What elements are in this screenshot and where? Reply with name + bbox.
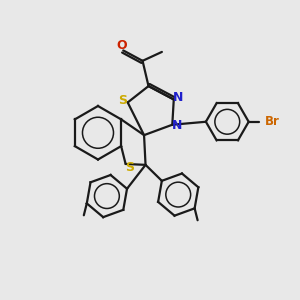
Text: N: N (172, 91, 183, 103)
Text: Br: Br (265, 115, 280, 128)
Text: S: S (118, 94, 127, 107)
Text: S: S (126, 161, 135, 174)
Text: O: O (116, 40, 127, 52)
Text: N: N (172, 119, 182, 132)
